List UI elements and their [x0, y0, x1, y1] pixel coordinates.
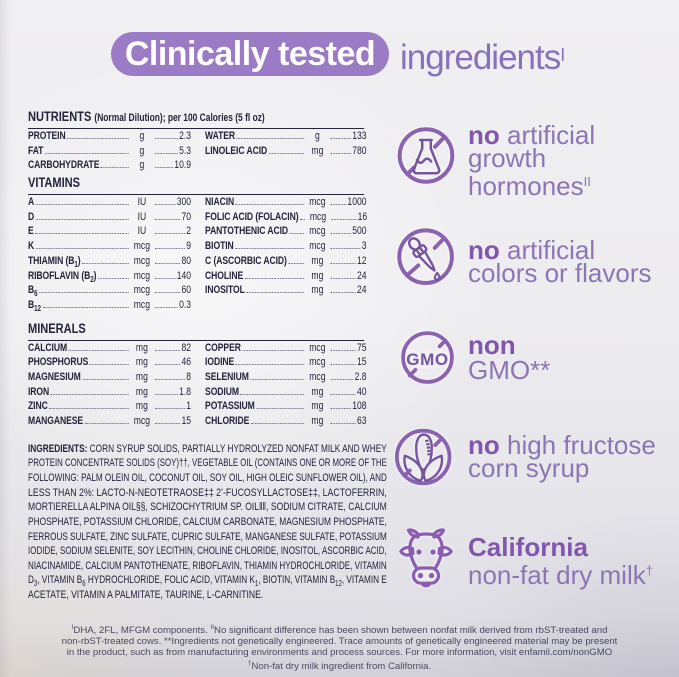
svg-text:GMO: GMO [406, 350, 448, 369]
